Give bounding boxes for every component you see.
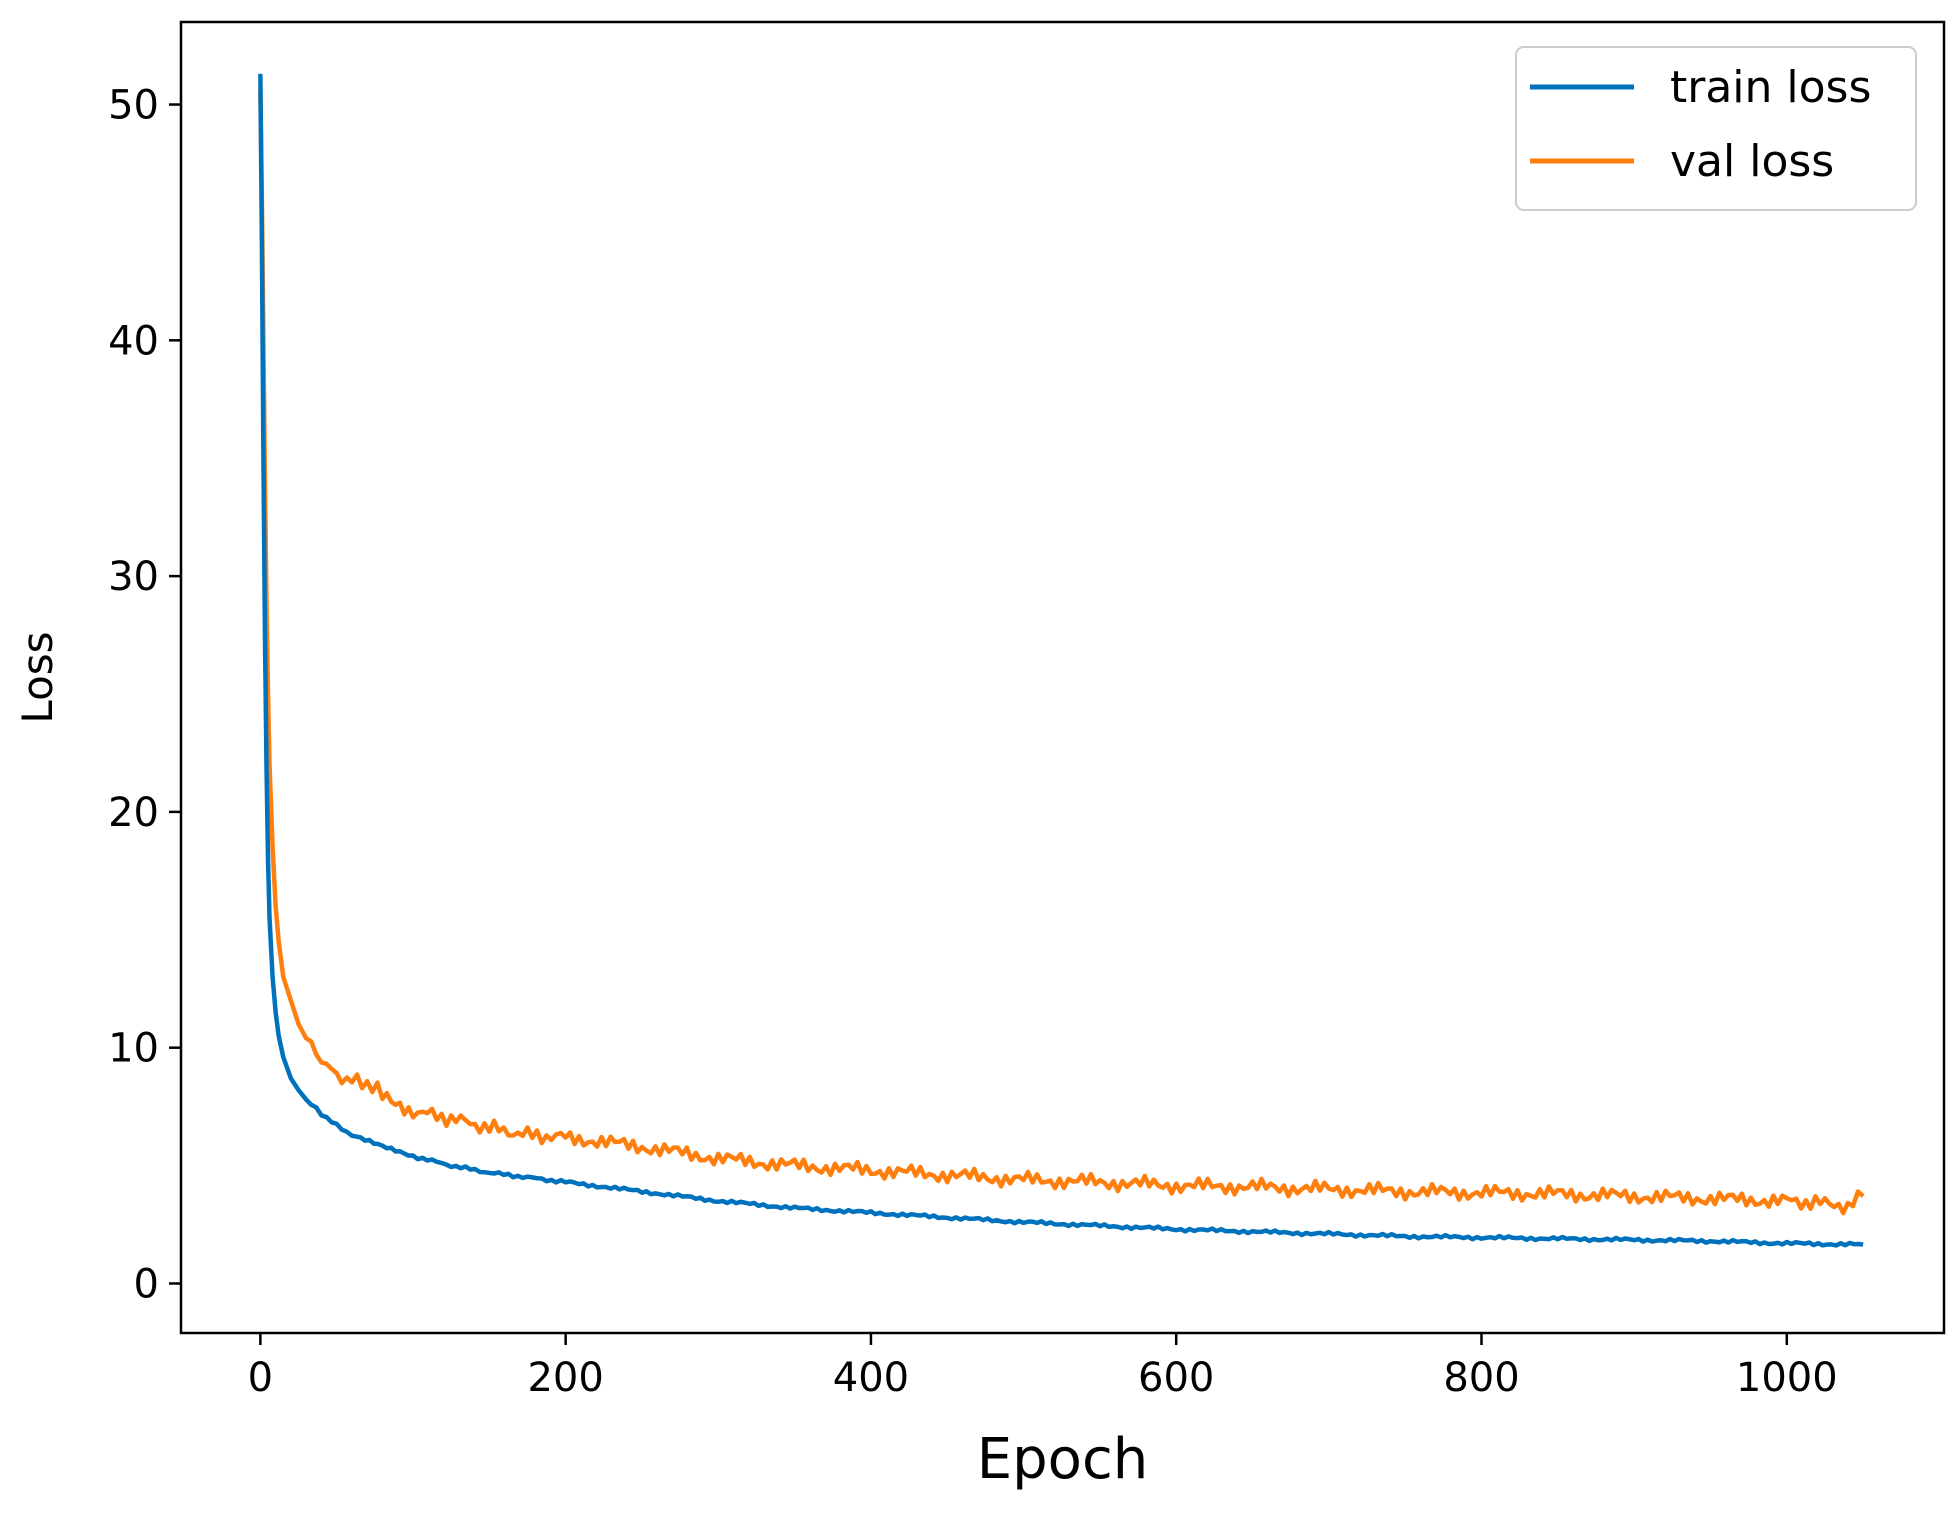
series-line-train-loss [258, 73, 1864, 1248]
series-line-val-loss [258, 90, 1865, 1216]
x-tick-label: 200 [527, 1355, 603, 1401]
legend-label-train-loss: train loss [1670, 62, 1871, 113]
legend: train loss val loss [1515, 46, 1917, 211]
y-axis-ticks: 0 10 20 30 40 50 [108, 83, 181, 1307]
legend-label-val-loss: val loss [1670, 136, 1834, 187]
y-tick-label: 0 [134, 1261, 159, 1307]
x-tick-label: 0 [248, 1355, 273, 1401]
x-tick-label: 1000 [1736, 1355, 1838, 1401]
x-axis-ticks: 0 200 400 600 800 1000 [248, 1333, 1838, 1401]
y-tick-label: 50 [108, 83, 159, 129]
y-axis-label: Loss [13, 631, 62, 723]
x-axis-label: Epoch [977, 1427, 1148, 1492]
x-tick-label: 600 [1138, 1355, 1214, 1401]
y-tick-label: 40 [108, 318, 159, 364]
x-tick-label: 400 [833, 1355, 909, 1401]
y-tick-label: 20 [108, 790, 159, 836]
y-tick-label: 30 [108, 554, 159, 600]
x-tick-label: 800 [1443, 1355, 1519, 1401]
y-tick-label: 10 [108, 1026, 159, 1072]
series-layer [258, 73, 1865, 1248]
plot-frame [179, 20, 1946, 1335]
